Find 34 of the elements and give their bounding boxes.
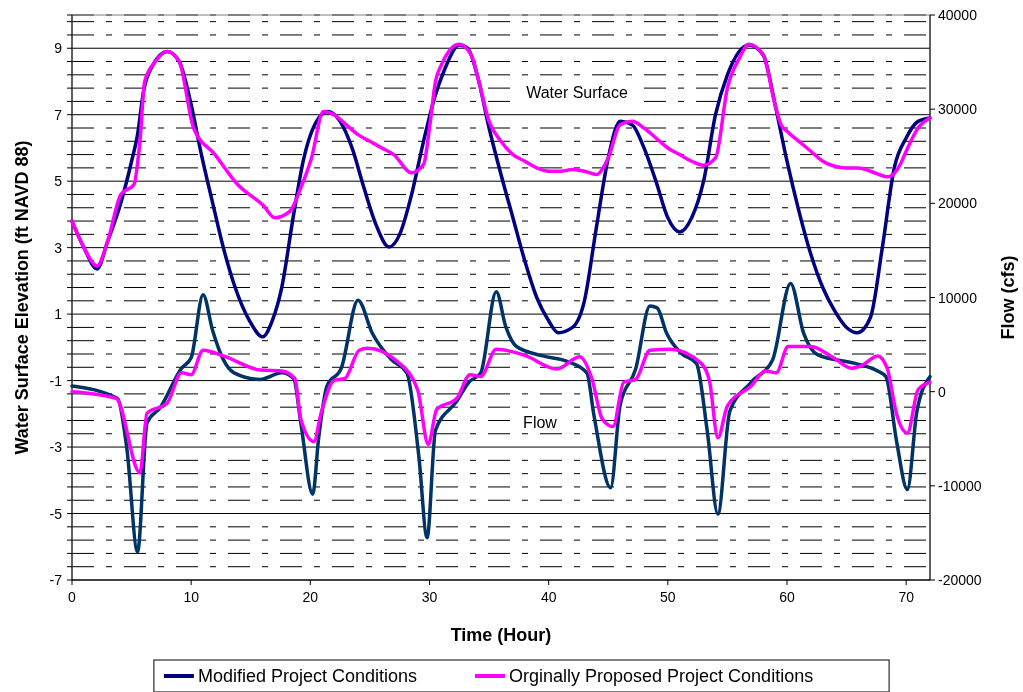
y-tick-label: 3 bbox=[54, 239, 63, 256]
x-tick-label: 50 bbox=[660, 589, 676, 605]
y-tick-label: 1 bbox=[54, 306, 63, 323]
x-tick-label: 20 bbox=[302, 589, 319, 605]
y2-tick-label: 20000 bbox=[938, 195, 978, 212]
annotation: Flow bbox=[523, 414, 558, 431]
line-series bbox=[70, 42, 932, 268]
y-tick-label: 5 bbox=[54, 173, 63, 190]
line-series bbox=[70, 344, 932, 475]
y-tick-label: -1 bbox=[49, 372, 63, 389]
y2-tick-label: 30000 bbox=[938, 101, 978, 118]
y-axis-title: Water Surface Elevation (ft NAVD 88) bbox=[12, 140, 32, 455]
x-tick-label: 60 bbox=[779, 589, 795, 605]
y2-axis-title: Flow (cfs) bbox=[998, 255, 1018, 340]
x-tick-label: 30 bbox=[421, 589, 438, 605]
legend-label: Orginally Proposed Project Conditions bbox=[509, 666, 814, 686]
x-tick-label: 40 bbox=[540, 589, 557, 605]
y2-tick-label: -10000 bbox=[938, 477, 982, 494]
x-tick-label: 70 bbox=[898, 589, 915, 605]
x-tick-label: 0 bbox=[68, 589, 77, 605]
annotation: Water Surface bbox=[526, 84, 628, 101]
y2-tick-label: 10000 bbox=[938, 289, 978, 306]
y2-tick-label: 40000 bbox=[938, 7, 978, 23]
y2-tick-label: 0 bbox=[938, 383, 946, 400]
y2-tick-label: -20000 bbox=[938, 572, 982, 588]
legend-label: Modified Project Conditions bbox=[197, 666, 418, 686]
x-tick-label: 10 bbox=[183, 589, 200, 605]
y-tick-label: 9 bbox=[54, 40, 63, 57]
y-tick-label: 7 bbox=[54, 106, 63, 123]
y-tick-label: -5 bbox=[49, 505, 63, 522]
y-tick-label: -7 bbox=[49, 572, 63, 588]
y-tick-label: -3 bbox=[49, 439, 63, 456]
line-series bbox=[70, 281, 932, 554]
x-axis-title: Time (Hour) bbox=[450, 625, 552, 645]
